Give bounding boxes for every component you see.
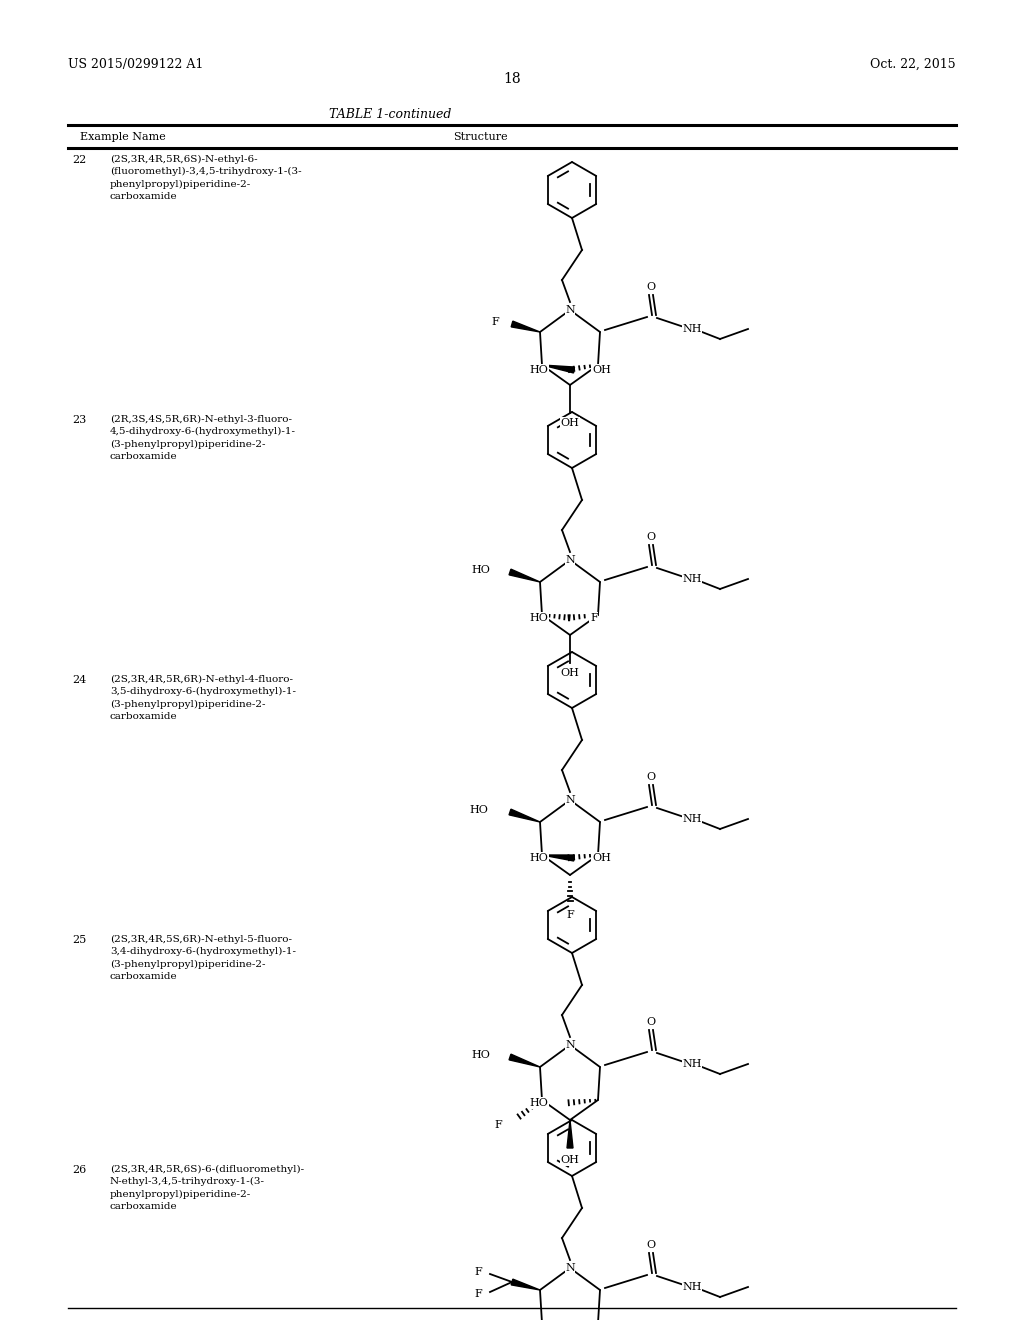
Text: Structure: Structure [453, 132, 507, 143]
Text: HO: HO [471, 565, 490, 576]
Text: N: N [565, 305, 574, 315]
Polygon shape [509, 569, 540, 582]
Text: (2S,3R,4R,5S,6R)-N-ethyl-5-fluoro-
3,4-dihydroxy-6-(hydroxymethyl)-1-
(3-phenylp: (2S,3R,4R,5S,6R)-N-ethyl-5-fluoro- 3,4-d… [110, 935, 296, 981]
Text: 22: 22 [72, 154, 86, 165]
Text: O: O [646, 772, 655, 781]
Polygon shape [509, 809, 540, 822]
Text: 26: 26 [72, 1166, 86, 1175]
Text: US 2015/0299122 A1: US 2015/0299122 A1 [68, 58, 204, 71]
Text: O: O [646, 1016, 655, 1027]
Text: HO: HO [529, 612, 548, 623]
Text: Oct. 22, 2015: Oct. 22, 2015 [870, 58, 956, 71]
Polygon shape [511, 1279, 540, 1290]
Text: OH: OH [592, 853, 611, 863]
Text: NH: NH [682, 1282, 701, 1292]
Text: OH: OH [592, 366, 611, 375]
Text: NH: NH [682, 1059, 701, 1069]
Text: 25: 25 [72, 935, 86, 945]
Text: NH: NH [682, 323, 701, 334]
Text: Example Name: Example Name [80, 132, 166, 143]
Text: N: N [565, 1263, 574, 1272]
Polygon shape [567, 1119, 573, 1148]
Text: F: F [590, 612, 598, 623]
Text: (2R,3S,4S,5R,6R)-N-ethyl-3-fluoro-
4,5-dihydroxy-6-(hydroxymethyl)-1-
(3-phenylp: (2R,3S,4S,5R,6R)-N-ethyl-3-fluoro- 4,5-d… [110, 414, 296, 461]
Text: NH: NH [682, 574, 701, 583]
Text: TABLE 1-continued: TABLE 1-continued [329, 108, 452, 121]
Text: 24: 24 [72, 675, 86, 685]
Text: 18: 18 [503, 73, 521, 86]
Text: F: F [495, 1119, 502, 1130]
Text: HO: HO [471, 1049, 490, 1060]
Text: HO: HO [469, 805, 488, 814]
Polygon shape [509, 1055, 540, 1067]
Text: O: O [646, 282, 655, 292]
Polygon shape [542, 366, 574, 374]
Text: (2S,3R,4R,5R,6S)-6-(difluoromethyl)-
N-ethyl-3,4,5-trihydroxy-1-(3-
phenylpropyl: (2S,3R,4R,5R,6S)-6-(difluoromethyl)- N-e… [110, 1166, 304, 1210]
Text: F: F [474, 1267, 482, 1276]
Polygon shape [511, 321, 540, 333]
Text: HO: HO [529, 1098, 548, 1107]
Text: F: F [474, 1290, 482, 1299]
Text: NH: NH [682, 814, 701, 824]
Text: OH: OH [560, 418, 580, 428]
Polygon shape [542, 855, 574, 861]
Text: HO: HO [529, 366, 548, 375]
Text: (2S,3R,4R,5R,6R)-N-ethyl-4-fluoro-
3,5-dihydroxy-6-(hydroxymethyl)-1-
(3-phenylp: (2S,3R,4R,5R,6R)-N-ethyl-4-fluoro- 3,5-d… [110, 675, 296, 721]
Text: OH: OH [560, 1155, 580, 1166]
Text: OH: OH [560, 668, 580, 678]
Text: N: N [565, 795, 574, 805]
Text: HO: HO [529, 853, 548, 863]
Text: O: O [646, 1239, 655, 1250]
Text: N: N [565, 1040, 574, 1049]
Text: O: O [646, 532, 655, 543]
Text: 23: 23 [72, 414, 86, 425]
Text: F: F [492, 317, 499, 327]
Text: F: F [566, 909, 573, 920]
Text: N: N [565, 554, 574, 565]
Text: (2S,3R,4R,5R,6S)-N-ethyl-6-
(fluoromethyl)-3,4,5-trihydroxy-1-(3-
phenylpropyl)p: (2S,3R,4R,5R,6S)-N-ethyl-6- (fluoromethy… [110, 154, 302, 201]
